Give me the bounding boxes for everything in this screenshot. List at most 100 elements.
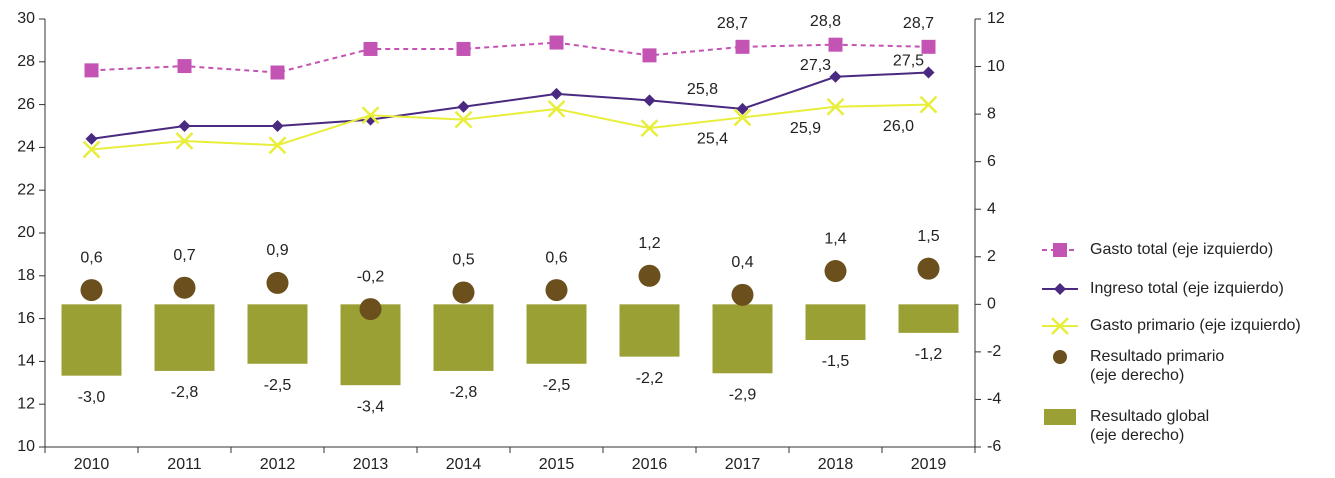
x-tick-label: 2018 xyxy=(818,456,854,473)
legend-item: Resultado primario (eje derecho) xyxy=(1040,347,1224,385)
marker xyxy=(829,70,842,83)
data-label: -2,8 xyxy=(171,384,199,401)
marker xyxy=(1051,317,1069,335)
y-tick-label: 12 xyxy=(17,395,35,412)
bar xyxy=(526,304,587,364)
y-tick-label: 22 xyxy=(17,181,35,198)
marker xyxy=(270,65,285,80)
bar xyxy=(712,304,773,374)
x-tick-label: 2014 xyxy=(446,456,482,473)
legend-item: Gasto total (eje izquierdo) xyxy=(1040,240,1273,260)
data-label: 0,9 xyxy=(266,242,288,259)
data-label: 0,6 xyxy=(545,249,567,266)
marker xyxy=(359,298,382,321)
data-label: -2,9 xyxy=(729,387,757,404)
x-tick-label: 2016 xyxy=(632,456,668,473)
y2-tick-label: 10 xyxy=(987,58,1005,75)
legend-swatch xyxy=(1042,317,1078,335)
data-label: 0,4 xyxy=(731,254,753,271)
data-label: -2,5 xyxy=(264,377,292,394)
data-label: 25,8 xyxy=(687,81,718,98)
marker xyxy=(736,102,749,115)
bar xyxy=(619,304,680,357)
x-tick-label: 2015 xyxy=(539,456,575,473)
data-label: 1,5 xyxy=(917,228,939,245)
y2-tick-label: 8 xyxy=(987,105,996,122)
legend-item: Gasto primario (eje izquierdo) xyxy=(1040,316,1301,336)
marker xyxy=(456,41,471,56)
marker xyxy=(917,257,940,280)
series-line xyxy=(91,103,929,151)
legend-marker xyxy=(1053,350,1067,364)
marker xyxy=(1054,283,1066,295)
bar xyxy=(898,304,959,333)
marker xyxy=(545,279,568,302)
data-label: -0,2 xyxy=(357,268,385,285)
bar xyxy=(61,304,122,376)
data-label: -2,2 xyxy=(636,370,664,387)
data-label: 25,9 xyxy=(790,120,821,137)
legend-label: Resultado global (eje derecho) xyxy=(1090,408,1210,444)
legend-swatch xyxy=(1053,350,1067,364)
marker xyxy=(361,106,380,125)
y2-tick-label: 0 xyxy=(987,296,996,313)
marker xyxy=(826,97,845,116)
marker xyxy=(643,94,656,107)
y-tick-label: 28 xyxy=(17,53,35,70)
bar xyxy=(247,304,308,364)
marker xyxy=(173,276,196,299)
bar xyxy=(433,304,494,371)
y2-tick-label: 12 xyxy=(987,10,1005,27)
data-label: -2,5 xyxy=(543,377,571,394)
marker xyxy=(452,281,475,304)
data-label: -1,5 xyxy=(822,353,850,370)
marker xyxy=(457,100,470,113)
marker xyxy=(266,271,289,294)
marker xyxy=(735,39,750,54)
y-tick-label: 18 xyxy=(17,267,35,284)
data-label: 26,0 xyxy=(883,118,914,135)
x-tick-label: 2019 xyxy=(911,456,947,473)
data-label: 28,8 xyxy=(810,13,841,30)
x-tick-label: 2011 xyxy=(167,456,202,473)
y-tick-label: 30 xyxy=(17,10,35,27)
data-label: -3,0 xyxy=(78,389,106,406)
bar xyxy=(805,304,866,340)
data-label: 0,6 xyxy=(80,249,102,266)
x-tick-label: 2012 xyxy=(260,456,296,473)
marker xyxy=(271,120,284,132)
y2-tick-label: -2 xyxy=(987,343,1001,360)
legend-label: Ingreso total (eje izquierdo) xyxy=(1090,280,1284,297)
data-label: 1,2 xyxy=(638,235,660,252)
data-label: -3,4 xyxy=(357,398,385,415)
y2-tick-label: 2 xyxy=(987,248,996,265)
legend-label: Gasto primario (eje izquierdo) xyxy=(1090,317,1301,334)
marker xyxy=(824,260,847,283)
marker xyxy=(922,66,935,79)
marker xyxy=(363,41,378,56)
y-tick-label: 14 xyxy=(17,353,35,370)
data-label: 28,7 xyxy=(903,15,934,32)
y-tick-label: 10 xyxy=(17,438,35,455)
x-tick-label: 2013 xyxy=(353,456,389,473)
data-label: 25,4 xyxy=(697,131,728,148)
marker xyxy=(178,120,191,132)
y-tick-label: 16 xyxy=(17,310,35,327)
y2-tick-label: -4 xyxy=(987,391,1001,408)
marker xyxy=(919,95,938,114)
data-label: 27,3 xyxy=(800,57,831,74)
legend-marker xyxy=(1044,409,1076,425)
legend-label: Resultado primario (eje derecho) xyxy=(1090,348,1225,384)
marker xyxy=(733,108,752,127)
data-label: -1,2 xyxy=(915,346,943,363)
marker xyxy=(547,99,566,118)
x-tick-label: 2017 xyxy=(725,456,761,473)
data-label: 1,4 xyxy=(824,230,846,247)
legend-swatch xyxy=(1042,243,1078,257)
marker xyxy=(85,132,98,145)
marker xyxy=(640,119,659,138)
y2-tick-label: 6 xyxy=(987,153,996,170)
data-label: 0,7 xyxy=(173,247,195,264)
marker xyxy=(638,264,661,287)
